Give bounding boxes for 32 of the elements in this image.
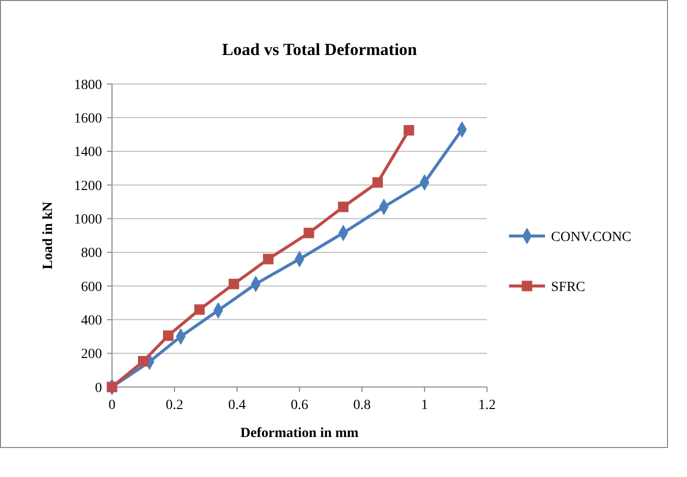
y-tick-label: 600: [81, 280, 102, 295]
y-tick-label: 200: [81, 347, 102, 362]
point: [372, 177, 383, 188]
point: [404, 125, 414, 136]
point: [163, 330, 174, 341]
legend-label: SFRC: [551, 280, 586, 295]
point: [194, 304, 205, 315]
y-tick-label: 0: [95, 380, 102, 396]
point: [228, 278, 240, 290]
y-tick-label: 1400: [74, 145, 102, 160]
x-tick-label: 1: [421, 398, 428, 413]
x-axis-title: Deformation in mm: [240, 426, 359, 441]
y-tick-label: 400: [81, 314, 102, 329]
point: [304, 228, 314, 238]
y-tick-label: 800: [81, 246, 102, 262]
x-tick-label: 0: [108, 398, 116, 413]
point: [138, 356, 148, 366]
x-tick-label: 1.2: [478, 398, 496, 413]
y-tick-label: 1800: [74, 78, 102, 93]
x-tick-label: 0.6: [290, 398, 308, 413]
legend-label: CONV.CONC: [551, 230, 632, 245]
chart-title: Load vs Total Deformation: [222, 40, 418, 59]
point: [263, 254, 274, 264]
x-tick-label: 0.8: [353, 398, 371, 413]
y-tick-label: 1000: [74, 212, 102, 228]
y-tick-label: 1600: [74, 112, 102, 127]
y-axis-title: Load in kN: [41, 202, 56, 270]
y-tick-label: 1200: [74, 178, 102, 194]
point: [338, 202, 348, 212]
point: [106, 382, 118, 392]
x-tick-label: 0.2: [166, 398, 184, 413]
x-tick-label: 0.4: [228, 398, 246, 413]
